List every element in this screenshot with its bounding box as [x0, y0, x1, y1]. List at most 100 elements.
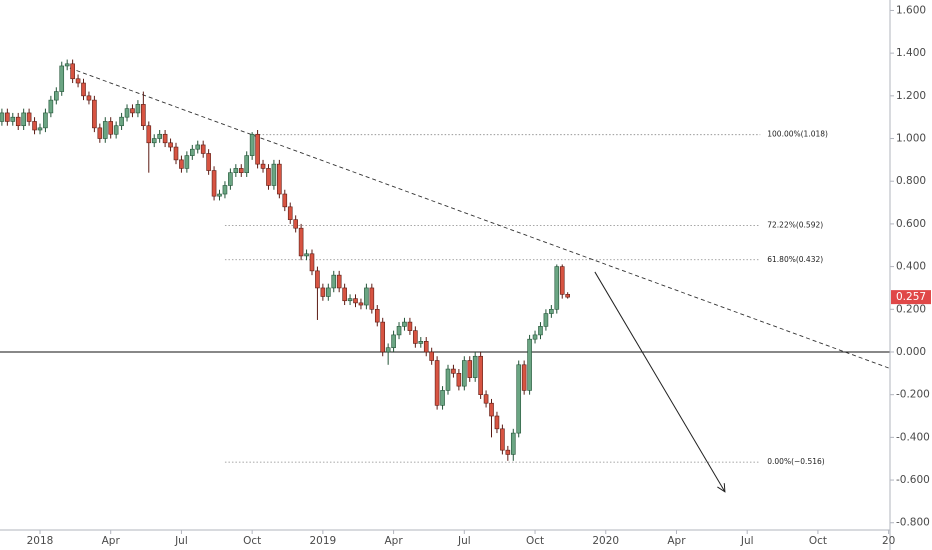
candle-body [184, 155, 190, 169]
candle-body [500, 428, 505, 451]
candle-body [190, 148, 195, 156]
candle-body [374, 308, 380, 323]
candle-body [402, 321, 407, 327]
candle-body [364, 287, 369, 306]
candle-body [527, 338, 532, 391]
candle-body [255, 133, 260, 165]
x-tick-label: 20 [882, 535, 895, 547]
candle-body [75, 78, 81, 84]
candle-body [478, 355, 483, 395]
x-tick-label: Jul [174, 535, 188, 547]
candle-body [287, 206, 293, 220]
time-axis-panel [0, 530, 932, 550]
candle-body [157, 133, 162, 139]
candle-body [331, 274, 337, 289]
candle-body [347, 298, 353, 302]
candle-body [64, 63, 70, 67]
projection-arrow [594, 271, 725, 492]
x-tick-label: Jul [740, 535, 754, 547]
candle-body [494, 415, 500, 430]
candle-body [102, 121, 108, 139]
candle-body [32, 121, 37, 131]
x-tick-label: 2020 [592, 535, 619, 547]
candle-body [173, 146, 179, 161]
last-price-label: 0.257 [896, 291, 926, 303]
candle-body [271, 163, 277, 186]
candle-body [543, 313, 549, 327]
fib-label: 100.00%(1.018) [767, 130, 828, 139]
candle-body [516, 364, 522, 434]
candle-body [195, 144, 201, 150]
candle-body [538, 326, 543, 336]
candle-body [554, 266, 560, 310]
candle-body [162, 133, 168, 144]
candle-body [151, 138, 157, 144]
y-tick-label: -0.800 [896, 517, 930, 529]
candle-body [43, 112, 48, 129]
candle-body [358, 302, 364, 306]
candle-body [124, 108, 130, 118]
candle-body [380, 321, 386, 353]
candle-body [92, 99, 97, 129]
candle-body [59, 65, 65, 92]
x-tick-label: 2018 [27, 535, 54, 547]
fib-label: 72.22%(0.592) [767, 221, 823, 230]
candle-body [54, 91, 59, 101]
y-tick-label: 1.400 [896, 47, 926, 59]
candle-body [396, 326, 402, 336]
candle-body [440, 390, 445, 406]
candle-body [238, 168, 244, 173]
x-tick-label: Apr [102, 535, 121, 547]
candle-body [489, 402, 494, 417]
candle-body [5, 112, 10, 122]
candle-body [108, 121, 114, 135]
candle-body [282, 193, 288, 208]
candle-body [260, 163, 266, 169]
last-price-tag [891, 290, 931, 305]
candle-body [130, 108, 135, 114]
trendline [69, 67, 889, 369]
candle-body [15, 116, 21, 127]
candle-body [565, 294, 570, 298]
plot-area: 100.00%(1.018) 72.22%(0.592) 61.80%(0.432)… [0, 59, 890, 492]
candle-body [559, 266, 565, 295]
y-tick-label: -0.600 [896, 474, 930, 486]
candle-body [445, 368, 451, 391]
y-tick-label: 0.600 [896, 218, 926, 230]
y-tick-label: -0.200 [896, 389, 930, 401]
candle-body [342, 287, 347, 302]
candle-body [48, 99, 54, 114]
candle-body [429, 351, 434, 361]
candle-body [304, 253, 309, 257]
candle-body [113, 125, 119, 135]
candle-body [244, 155, 250, 173]
candle-body [326, 287, 331, 297]
candle-body [353, 298, 358, 304]
candle-body [86, 95, 92, 101]
candle-body [309, 253, 315, 272]
candle-body [168, 142, 173, 148]
candle-body [97, 127, 103, 139]
x-tick-label: Apr [385, 535, 404, 547]
candle-body [451, 368, 456, 374]
candle-body [217, 193, 222, 197]
candle-body [135, 104, 141, 114]
candle-body [26, 112, 32, 122]
candle-body [200, 144, 206, 154]
candle-body [21, 112, 26, 127]
candle-body [37, 127, 43, 131]
price-axis-panel [890, 0, 932, 550]
fib-label: 61.80%(0.432) [767, 255, 823, 264]
candle-body [119, 116, 124, 127]
candle-body [505, 449, 511, 455]
candle-body [456, 373, 462, 387]
candle-body [0, 112, 5, 122]
candle-body [222, 185, 228, 195]
candle-body [467, 360, 473, 378]
candle-body [10, 116, 16, 122]
candle-body [315, 270, 320, 289]
y-tick-label: 0.000 [896, 346, 926, 358]
